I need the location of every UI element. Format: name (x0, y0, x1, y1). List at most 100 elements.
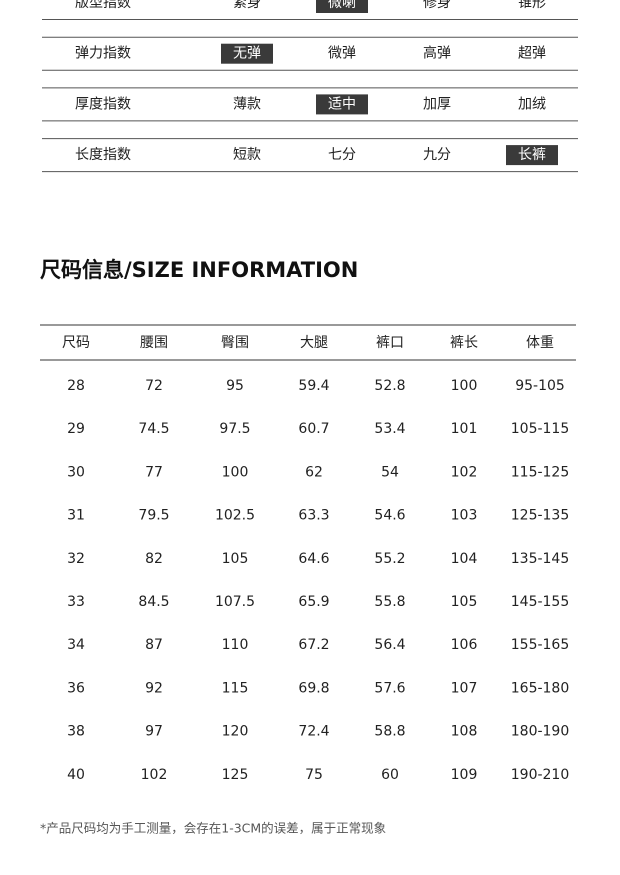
attribute-option: 紧身 (233, 0, 261, 11)
table-cell: 100 (451, 378, 478, 394)
table-cell: 52.8 (374, 378, 405, 394)
table-cell: 95-105 (515, 378, 565, 394)
table-cell: 74.5 (138, 421, 169, 437)
table-cell: 102.5 (215, 508, 255, 524)
table-cell: 64.6 (298, 551, 329, 567)
table-cell: 59.4 (298, 378, 329, 394)
selected-badge (506, 145, 558, 166)
table-cell: 82 (145, 551, 163, 567)
attribute-option: 微喇 (328, 0, 356, 11)
table-cell: 38 (67, 724, 85, 740)
table-cell: 67.2 (298, 637, 329, 653)
table-cell: 145-155 (511, 594, 570, 610)
table-cell: 97 (145, 724, 163, 740)
attribute-option: 高弹 (423, 45, 451, 62)
attribute-label: 弹力指数 (75, 46, 131, 62)
table-cell: 102 (451, 464, 478, 480)
table-cell: 54.6 (374, 508, 405, 524)
table-cell: 102 (141, 767, 168, 783)
table-cell: 60.7 (298, 421, 329, 437)
attribute-option: 无弹 (233, 46, 261, 62)
table-cell: 155-165 (511, 637, 570, 653)
table-cell: 60 (381, 767, 399, 783)
selected-badge (221, 43, 273, 64)
table-cell: 120 (222, 724, 249, 740)
table-cell: 105-115 (511, 421, 570, 437)
table-cell: 36 (67, 680, 85, 696)
table-header: 臀围 (221, 335, 249, 351)
attribute-option: 加绒 (518, 96, 546, 112)
table-cell: 55.8 (374, 594, 405, 610)
table-cell: 77 (145, 464, 163, 480)
table-cell: 72.4 (298, 724, 329, 740)
attribute-option: 适中 (328, 96, 356, 112)
table-cell: 29 (67, 421, 85, 437)
table-cell: 53.4 (374, 421, 405, 437)
table-cell: 92 (145, 680, 163, 696)
table-header: 裤口 (376, 335, 404, 351)
note: *产品尺码均为手工测量，会存在1-3CM的误差，属于正常现象 (40, 821, 386, 836)
attribute-option: 长裤 (518, 147, 546, 163)
attribute-option: 微弹 (328, 46, 356, 62)
table-cell: 180-190 (511, 724, 570, 740)
attribute-label: 厚度指数 (75, 96, 131, 112)
attribute-option: 短款 (233, 147, 261, 163)
table-cell: 79.5 (138, 508, 169, 524)
table-cell: 109 (451, 767, 478, 783)
table-cell: 105 (222, 551, 249, 567)
table-cell: 110 (222, 637, 249, 653)
table-cell: 87 (145, 637, 163, 653)
table-cell: 103 (451, 508, 478, 524)
attribute-option: 七分 (328, 147, 356, 163)
table-cell: 75 (305, 767, 323, 783)
table-cell: 58.8 (374, 724, 405, 740)
table-cell: 84.5 (138, 594, 169, 610)
table-cell: 57.6 (374, 680, 405, 696)
table-cell: 125 (222, 767, 249, 783)
table-cell: 105 (451, 594, 478, 610)
table-header: 体重 (526, 335, 554, 351)
table-cell: 54 (381, 464, 399, 480)
table-cell: 106 (451, 637, 478, 653)
table-cell: 65.9 (298, 594, 329, 610)
table-cell: 30 (67, 464, 85, 480)
table-cell: 34 (67, 637, 85, 653)
table-cell: 101 (451, 421, 478, 437)
attribute-option: 锥形 (518, 0, 546, 11)
table-cell: 72 (145, 378, 163, 394)
table-header: 裤长 (450, 335, 478, 351)
table-header: 腰围 (140, 335, 168, 351)
attribute-label: 长度指数 (75, 147, 131, 163)
table-header: 尺码 (62, 335, 90, 351)
table-cell: 104 (451, 551, 478, 567)
table-cell: 32 (67, 551, 85, 567)
attribute-option: 九分 (423, 147, 451, 163)
table-cell: 55.2 (374, 551, 405, 567)
table-cell: 107.5 (215, 594, 255, 610)
table-header: 大腿 (300, 335, 328, 351)
selected-badge (316, 0, 368, 13)
table-cell: 135-145 (511, 551, 570, 567)
table-cell: 69.8 (298, 680, 329, 696)
table-cell: 165-180 (511, 680, 570, 696)
table-cell: 33 (67, 594, 85, 610)
attribute-option: 加厚 (423, 96, 451, 112)
table-cell: 62 (305, 464, 323, 480)
table-cell: 115-125 (511, 464, 570, 480)
table-cell: 100 (222, 464, 249, 480)
table-cell: 107 (451, 680, 478, 696)
attribute-label: 版型指数 (75, 0, 131, 11)
table-cell: 63.3 (298, 508, 329, 524)
attribute-option: 薄款 (233, 96, 261, 112)
attribute-option: 修身 (423, 0, 451, 11)
table-cell: 56.4 (374, 637, 405, 653)
table-cell: 40 (67, 767, 85, 783)
table-cell: 31 (67, 508, 85, 524)
table-cell: 28 (67, 378, 85, 394)
table-cell: 125-135 (511, 508, 570, 524)
table-cell: 95 (226, 378, 244, 394)
table-cell: 108 (451, 724, 478, 740)
table-cell: 97.5 (219, 421, 250, 437)
